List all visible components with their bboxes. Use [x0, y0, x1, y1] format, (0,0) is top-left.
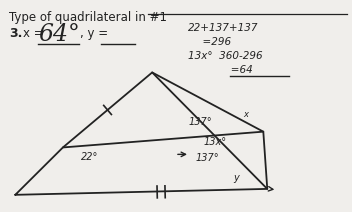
Text: 13x°: 13x° [204, 137, 227, 146]
Text: x =: x = [23, 27, 48, 40]
Text: 64°: 64° [38, 23, 80, 46]
Text: , y =: , y = [80, 27, 112, 40]
Text: Type of quadrilateral in #1: Type of quadrilateral in #1 [9, 11, 167, 24]
Text: y: y [233, 173, 239, 183]
Text: 22+137+137: 22+137+137 [188, 23, 258, 33]
Text: 3.: 3. [9, 27, 23, 40]
Text: 13x°  360-296: 13x° 360-296 [188, 51, 263, 61]
Text: x: x [244, 110, 249, 119]
Text: 137°: 137° [189, 117, 213, 127]
Text: =296: =296 [196, 37, 231, 47]
Text: 22°: 22° [81, 152, 98, 162]
Text: 137°: 137° [196, 153, 219, 163]
Text: =64: =64 [208, 64, 252, 75]
